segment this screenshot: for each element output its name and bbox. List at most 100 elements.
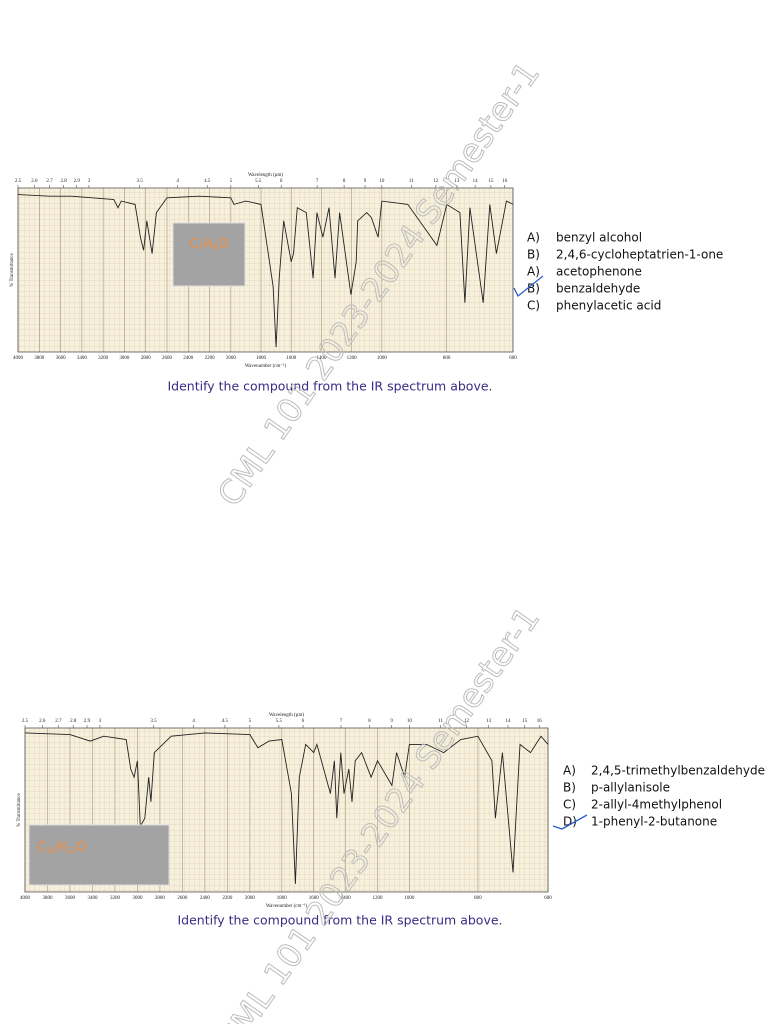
- x-tick-label: 2000: [226, 356, 237, 361]
- check-mark: [552, 814, 588, 830]
- formula-part: 10: [46, 846, 56, 855]
- top-tick-label: 2.7: [55, 719, 62, 724]
- x-tick-label: 800: [474, 896, 482, 901]
- x-tick-label: 2000: [245, 896, 256, 901]
- top-tick-label: 16: [537, 719, 543, 724]
- top-tick-label: 3.5: [137, 179, 144, 184]
- option-text: p-allylanisole: [591, 781, 670, 795]
- x-tick-label: 2600: [162, 356, 173, 361]
- top-axis-title: Wavelength (µm): [269, 713, 304, 718]
- caption: Identify the compound from the IR spectr…: [168, 379, 493, 394]
- top-tick-label: 9: [364, 179, 367, 184]
- option-text: phenylacetic acid: [556, 299, 661, 313]
- top-tick-label: 5: [249, 719, 252, 724]
- x-tick-label: 3400: [77, 356, 88, 361]
- top-tick-label: 2.6: [39, 719, 46, 724]
- top-tick-label: 14: [473, 179, 479, 184]
- top-axis-title: Wavelength (µm): [248, 173, 283, 178]
- x-tick-label: 1800: [277, 896, 288, 901]
- top-tick-label: 5.5: [255, 179, 262, 184]
- y-axis-title: % Transmittance: [17, 792, 22, 827]
- top-tick-label: 6: [280, 179, 283, 184]
- option-text: 1-phenyl-2-butanone: [591, 815, 717, 829]
- top-tick-label: 11: [409, 179, 414, 184]
- x-tick-label: 3800: [34, 356, 45, 361]
- x-tick-label: 1200: [347, 356, 358, 361]
- top-tick-label: 3.5: [150, 719, 157, 724]
- plot-frame: [24, 727, 549, 893]
- top-tick-label: 2.8: [60, 179, 67, 184]
- option-letter: D): [563, 815, 577, 829]
- x-tick-label: 800: [443, 356, 451, 361]
- top-tick-label: 11: [438, 719, 443, 724]
- formula-part: O: [76, 840, 86, 855]
- x-tick-label: 4000: [20, 896, 31, 901]
- top-tick-label: 12: [464, 719, 470, 724]
- top-tick-label: 3: [88, 179, 91, 184]
- top-tick-label: 2.5: [22, 719, 29, 724]
- x-tick-label: 1600: [309, 896, 320, 901]
- top-tick-label: 2.7: [46, 179, 53, 184]
- x-tick-label: 1200: [373, 896, 384, 901]
- option-text: acetophenone: [556, 265, 642, 279]
- caption: Identify the compound from the IR spectr…: [178, 913, 503, 928]
- top-tick-label: 13: [454, 179, 460, 184]
- x-tick-label: 1000: [404, 896, 415, 901]
- formula-part: C: [189, 237, 198, 252]
- formula-part: 6: [213, 243, 218, 252]
- formula-part: H: [204, 237, 214, 252]
- y-axis-title: % Transmittance: [10, 252, 15, 287]
- top-tick-label: 2.8: [70, 719, 77, 724]
- formula-part: 12: [66, 846, 76, 855]
- x-tick-label: 3600: [56, 356, 67, 361]
- x-tick-label: 600: [509, 356, 517, 361]
- option-letter: B): [527, 282, 540, 296]
- option-text: 2-allyl-4methylphenol: [591, 798, 722, 812]
- top-tick-label: 2.6: [31, 179, 38, 184]
- top-tick-label: 2.9: [74, 179, 81, 184]
- top-tick-label: 13: [486, 719, 492, 724]
- top-tick-label: 14: [505, 719, 511, 724]
- x-axis-title: Wavenumber (cm⁻¹): [266, 903, 308, 909]
- spectrum-trace: [24, 732, 549, 884]
- x-tick-label: 2800: [141, 356, 152, 361]
- option-letter: B): [563, 781, 576, 795]
- formula: C7H6O: [189, 237, 228, 252]
- x-tick-label: 3200: [110, 896, 121, 901]
- option-text: benzyl alcohol: [556, 231, 642, 245]
- x-tick-label: 2400: [183, 356, 194, 361]
- top-tick-label: 15: [488, 179, 494, 184]
- top-tick-label: 4: [176, 179, 179, 184]
- x-tick-label: 1400: [341, 896, 352, 901]
- x-tick-label: 600: [544, 896, 552, 901]
- formula-part: 7: [198, 243, 203, 252]
- x-tick-label: 3400: [87, 896, 98, 901]
- top-tick-label: 15: [522, 719, 528, 724]
- x-tick-label: 3000: [119, 356, 130, 361]
- top-tick-label: 16: [502, 179, 508, 184]
- formula-box: [28, 824, 170, 886]
- option-letter: A): [563, 764, 576, 778]
- formula-part: O: [218, 237, 228, 252]
- option-letter: A): [527, 265, 540, 279]
- x-tick-label: 2200: [222, 896, 233, 901]
- top-tick-label: 4.5: [204, 179, 211, 184]
- option-letter: C): [527, 299, 540, 313]
- top-tick-label: 7: [316, 179, 319, 184]
- top-tick-label: 10: [379, 179, 385, 184]
- spectrum-trace: [17, 194, 514, 348]
- formula-part: H: [56, 840, 66, 855]
- x-tick-label: 3200: [98, 356, 109, 361]
- x-tick-label: 3600: [65, 896, 76, 901]
- plot-frame: [17, 187, 514, 353]
- formula-part: C: [37, 840, 46, 855]
- x-axis-title: Wavenumber (cm⁻¹): [245, 363, 287, 369]
- x-tick-label: 4000: [13, 356, 24, 361]
- top-tick-label: 4.5: [222, 719, 229, 724]
- x-tick-label: 3000: [132, 896, 143, 901]
- x-tick-label: 1800: [256, 356, 267, 361]
- x-tick-label: 2200: [205, 356, 216, 361]
- top-tick-label: 5: [230, 179, 233, 184]
